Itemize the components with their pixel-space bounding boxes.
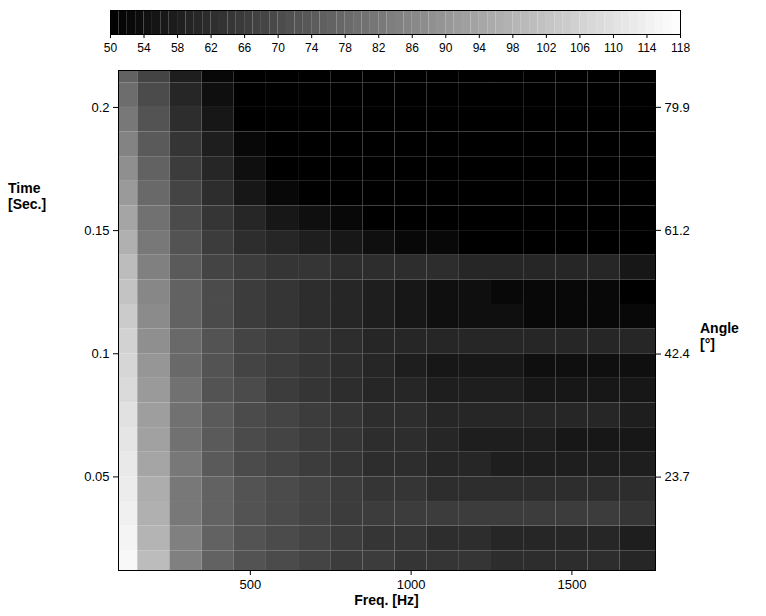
svg-text:62: 62 xyxy=(204,41,218,55)
svg-text:0.15: 0.15 xyxy=(84,223,109,238)
html-text:Angle [°]: Angle [°] xyxy=(700,320,739,352)
svg-text:78: 78 xyxy=(339,41,353,55)
svg-text:61.2: 61.2 xyxy=(665,223,690,238)
html-text:Freq. [Hz]: Freq. [Hz] xyxy=(354,592,419,608)
svg-text:82: 82 xyxy=(372,41,386,55)
svg-text:66: 66 xyxy=(238,41,252,55)
svg-text:90: 90 xyxy=(439,41,453,55)
svg-text:110: 110 xyxy=(604,41,623,55)
svg-text:42.4: 42.4 xyxy=(665,346,690,361)
svg-text:50: 50 xyxy=(104,41,118,55)
svg-text:118: 118 xyxy=(671,41,690,55)
svg-text:54: 54 xyxy=(137,41,151,55)
svg-text:98: 98 xyxy=(506,41,520,55)
svg-text:1500: 1500 xyxy=(557,577,586,592)
svg-text:114: 114 xyxy=(637,41,656,55)
html-text:Time [Sec.]: Time [Sec.] xyxy=(8,180,47,212)
svg-text:86: 86 xyxy=(406,41,420,55)
svg-text:0.1: 0.1 xyxy=(91,346,109,361)
svg-text:500: 500 xyxy=(239,577,261,592)
svg-text:0.05: 0.05 xyxy=(84,469,109,484)
svg-text:0.2: 0.2 xyxy=(91,100,109,115)
svg-text:23.7: 23.7 xyxy=(665,469,690,484)
svg-text:102: 102 xyxy=(536,41,556,55)
svg-text:106: 106 xyxy=(570,41,590,55)
svg-text:70: 70 xyxy=(271,41,285,55)
svg-text:94: 94 xyxy=(473,41,487,55)
svg-text:1000: 1000 xyxy=(397,577,426,592)
svg-text:79.9: 79.9 xyxy=(665,100,690,115)
svg-text:74: 74 xyxy=(305,41,319,55)
svg-text:58: 58 xyxy=(171,41,185,55)
